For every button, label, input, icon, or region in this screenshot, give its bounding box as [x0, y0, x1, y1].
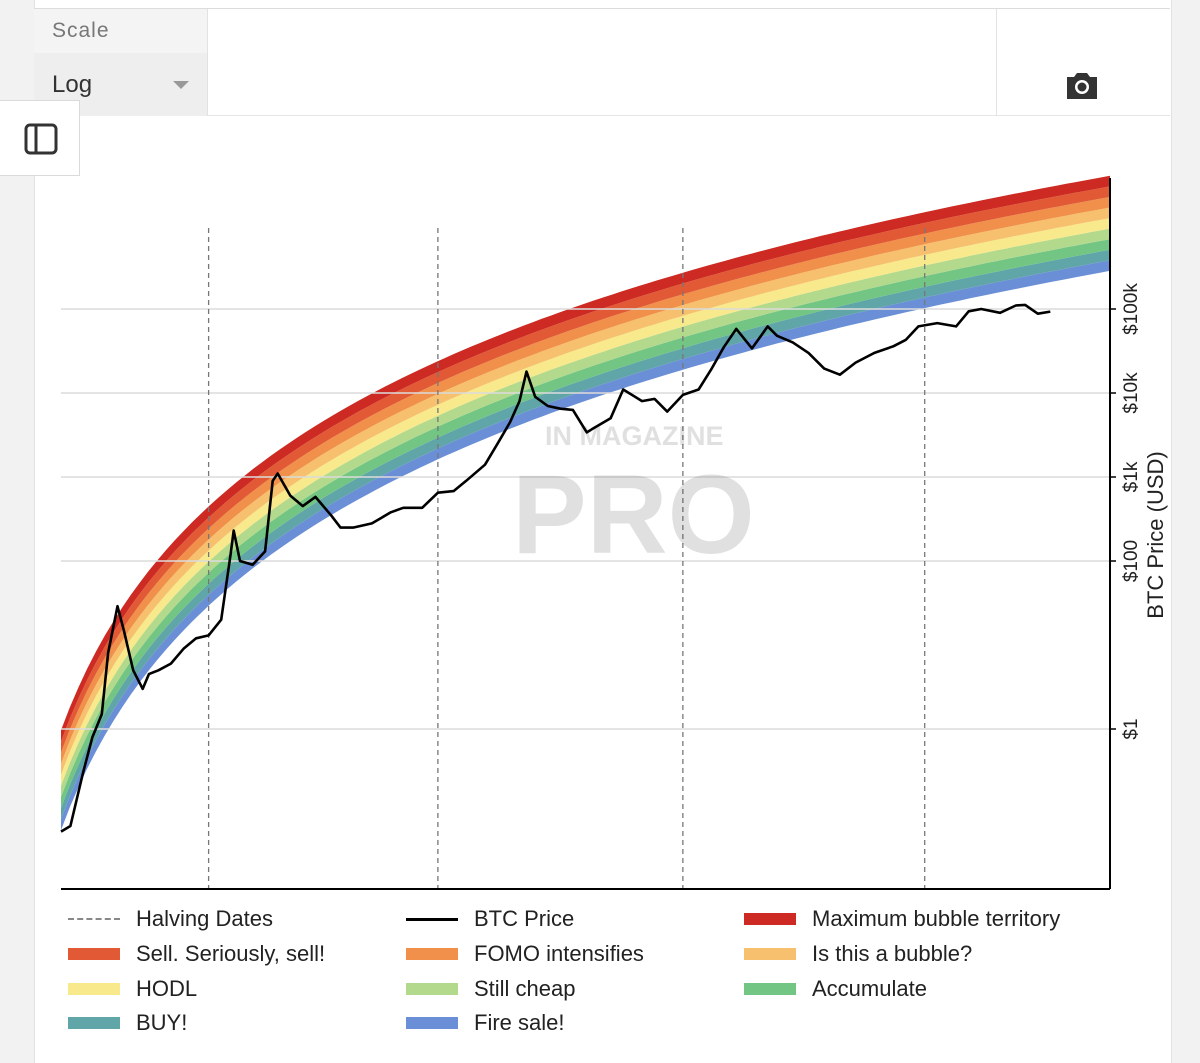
legend-item-buy[interactable]: BUY!	[68, 1006, 187, 1040]
y-tick-label: $10k	[1121, 372, 1142, 414]
legend-swatch	[68, 948, 120, 960]
grid-lines	[61, 308, 1110, 730]
legend-label: Maximum bubble territory	[812, 906, 1061, 931]
rainbow-band	[61, 228, 1110, 797]
legend-swatch	[406, 948, 458, 960]
legend-dash-swatch	[68, 918, 120, 920]
legend-swatch	[744, 983, 796, 995]
rainbow-chart: IN MAGAZINE PRO $1 $100 $1k $10k $100k BTC P…	[60, 175, 1168, 890]
y-tick-label: $1	[1121, 718, 1142, 739]
legend-label: FOMO intensifies	[474, 941, 644, 966]
legend-item-fomo[interactable]: FOMO intensifies	[406, 937, 644, 971]
legend-label: Fire sale!	[474, 1010, 565, 1035]
legend-label: BUY!	[136, 1010, 188, 1035]
toolbar-divider	[996, 9, 997, 116]
legend-item-sell[interactable]: Sell. Seriously, sell!	[68, 937, 325, 971]
rainbow-band	[61, 260, 1110, 831]
watermark: IN MAGAZINE PRO	[512, 421, 755, 577]
sidebar-toggle-icon	[24, 123, 58, 155]
y-tick-label: $1k	[1121, 461, 1142, 492]
legend-swatch	[68, 983, 120, 995]
scale-label: Scale	[52, 19, 110, 42]
legend-item-still-cheap[interactable]: Still cheap	[406, 972, 576, 1006]
watermark-main: PRO	[512, 452, 755, 577]
legend-item-accumulate[interactable]: Accumulate	[744, 972, 927, 1006]
legend-label: Accumulate	[812, 976, 927, 1001]
legend-swatch	[744, 913, 796, 925]
legend-swatch	[744, 948, 796, 960]
watermark-top: IN MAGAZINE	[545, 421, 724, 451]
legend-label: BTC Price	[474, 906, 575, 931]
price-line-layer	[60, 303, 1051, 833]
legend-label: Sell. Seriously, sell!	[136, 941, 326, 966]
legend-line-swatch	[406, 917, 458, 921]
rainbow-band	[61, 239, 1110, 808]
chart-legend: Halving Dates BTC Price Maximum bubble t…	[62, 900, 1112, 1050]
legend-item-max-bubble[interactable]: Maximum bubble territory	[744, 902, 1060, 936]
legend-item-fire-sale[interactable]: Fire sale!	[406, 1006, 564, 1040]
legend-label: Halving Dates	[136, 906, 273, 931]
btc-price-line	[60, 303, 1051, 833]
rainbow-band	[61, 249, 1110, 820]
rainbow-band	[61, 186, 1110, 753]
sidebar-toggle-button[interactable]	[0, 100, 80, 176]
y-tick-label: $100	[1121, 540, 1142, 582]
halving-lines	[207, 228, 926, 889]
legend-label: HODL	[136, 976, 198, 1001]
legend-label: Is this a bubble?	[812, 941, 973, 966]
chevron-down-icon	[173, 81, 189, 89]
rainbow-band	[61, 197, 1110, 764]
legend-item-bubble[interactable]: Is this a bubble?	[744, 937, 972, 971]
legend-item-halving[interactable]: Halving Dates	[68, 902, 273, 936]
y-tick-label: $100k	[1121, 283, 1142, 335]
y-axis-label: BTC Price (USD)	[1143, 451, 1168, 618]
legend-swatch	[406, 1017, 458, 1029]
legend-label: Still cheap	[474, 976, 576, 1001]
scale-select-value: Log	[52, 71, 93, 98]
legend-swatch	[68, 1017, 120, 1029]
y-ticks: $1 $100 $1k $10k $100k	[1110, 283, 1142, 740]
legend-swatch	[406, 983, 458, 995]
camera-icon[interactable]	[1064, 67, 1100, 103]
legend-item-btc-price[interactable]: BTC Price	[406, 902, 574, 936]
legend-item-hodl[interactable]: HODL	[68, 972, 197, 1006]
rainbow-band	[61, 175, 1110, 742]
